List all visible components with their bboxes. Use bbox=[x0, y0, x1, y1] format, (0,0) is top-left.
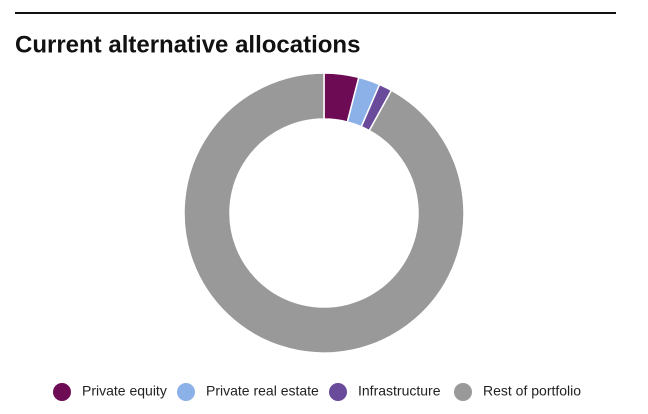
legend-swatch bbox=[53, 383, 71, 401]
legend-label: Rest of portfolio bbox=[483, 383, 581, 399]
legend-label: Private real estate bbox=[206, 383, 319, 399]
donut-slice bbox=[183, 72, 465, 354]
legend-label: Infrastructure bbox=[358, 383, 441, 399]
legend-label: Private equity bbox=[82, 383, 167, 399]
legend-swatch bbox=[177, 383, 195, 401]
chart-title: Current alternative allocations bbox=[15, 31, 360, 58]
legend-swatch bbox=[329, 383, 347, 401]
legend-swatch bbox=[454, 383, 472, 401]
